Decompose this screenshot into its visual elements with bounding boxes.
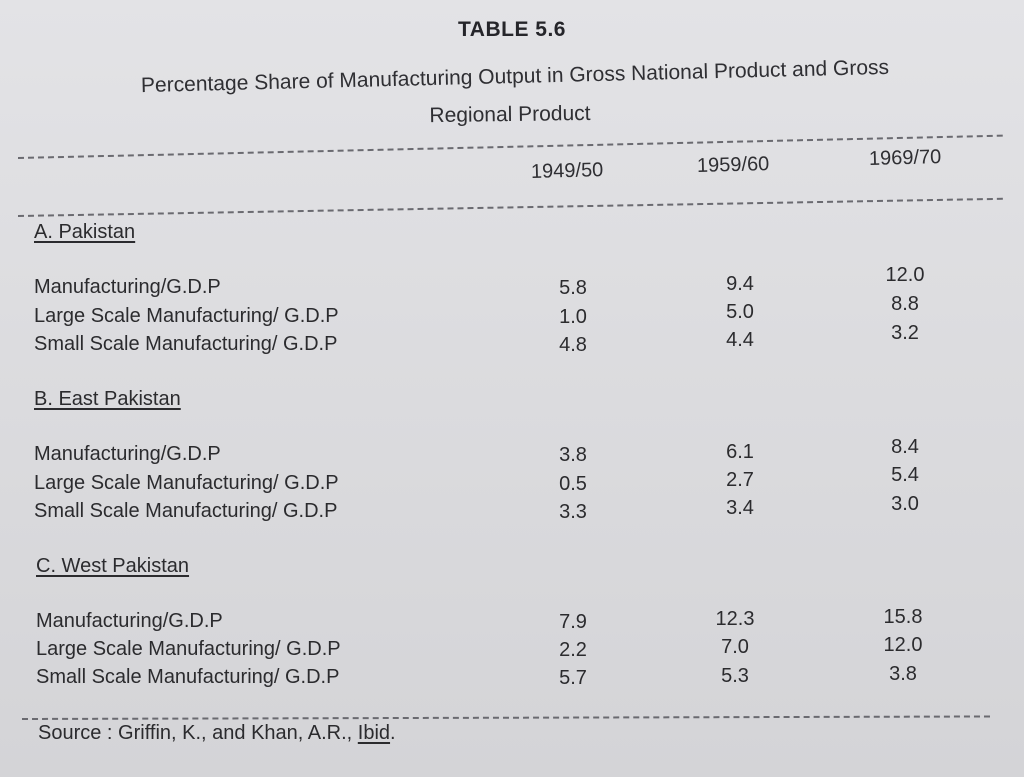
table-number: TABLE 5.6 xyxy=(458,18,566,41)
table-cell: 4.4 xyxy=(726,329,754,351)
table-cell: 6.1 xyxy=(726,441,754,463)
row-label: Small Scale Manufacturing/ G.D.P xyxy=(34,333,338,355)
table-cell: 5.3 xyxy=(721,665,749,687)
row-label: Small Scale Manufacturing/ G.D.P xyxy=(36,666,340,688)
row-label: Manufacturing/G.D.P xyxy=(36,610,223,632)
column-header-1949-50: 1949/50 xyxy=(530,159,604,183)
table-cell: 5.4 xyxy=(891,464,919,486)
table-cell: 3.4 xyxy=(726,497,754,519)
table-cell: 3.8 xyxy=(889,663,917,685)
footer-rule xyxy=(21,715,990,720)
table-cell: 5.8 xyxy=(559,277,587,299)
table-title-line-2: Regional Product xyxy=(429,101,591,128)
row-label: Large Scale Manufacturing/ G.D.P xyxy=(34,305,339,327)
row-label: Large Scale Manufacturing/ G.D.P xyxy=(34,472,339,494)
section-title-pakistan: A. Pakistan xyxy=(34,221,136,243)
table-cell: 5.7 xyxy=(559,667,587,689)
table-cell: 2.7 xyxy=(726,469,754,491)
table-cell: 8.4 xyxy=(891,436,919,458)
table-cell: 3.0 xyxy=(891,493,919,515)
table-cell: 8.8 xyxy=(891,293,919,315)
table-cell: 3.3 xyxy=(559,501,587,523)
column-header-1959-60: 1959/60 xyxy=(696,153,770,177)
row-label: Manufacturing/G.D.P xyxy=(34,276,221,298)
row-label: Large Scale Manufacturing/ G.D.P xyxy=(36,638,341,660)
source-suffix: . xyxy=(390,722,396,744)
table-cell: 4.8 xyxy=(559,334,587,356)
header-bottom-rule xyxy=(17,197,1003,217)
source-text: Source : Griffin, K., and Khan, A.R., xyxy=(38,722,358,744)
section-title-east-pakistan: B. East Pakistan xyxy=(34,388,181,410)
header-top-rule xyxy=(17,134,1003,159)
table-cell: 15.8 xyxy=(883,606,923,628)
row-label: Manufacturing/G.D.P xyxy=(34,443,221,465)
source-note: Source : Griffin, K., and Khan, A.R., Ib… xyxy=(38,722,396,745)
table-cell: 1.0 xyxy=(559,306,587,328)
section-title-west-pakistan: C. West Pakistan xyxy=(36,555,190,577)
table-cell: 7.0 xyxy=(721,636,749,658)
source-ibid: Ibid xyxy=(357,722,391,744)
column-header-1969-70: 1969/70 xyxy=(868,146,942,170)
table-cell: 12.3 xyxy=(715,608,755,630)
table-cell: 3.8 xyxy=(559,444,587,466)
table-title-line-1: Percentage Share of Manufacturing Output… xyxy=(140,55,890,98)
table-cell: 12.0 xyxy=(883,634,923,656)
table-cell: 3.2 xyxy=(891,322,919,344)
table-cell: 5.0 xyxy=(726,301,754,323)
table-cell: 9.4 xyxy=(726,273,754,295)
row-label: Small Scale Manufacturing/ G.D.P xyxy=(34,500,338,522)
table-cell: 0.5 xyxy=(559,473,587,495)
table-cell: 2.2 xyxy=(559,639,587,661)
table-cell: 12.0 xyxy=(885,264,925,286)
table-cell: 7.9 xyxy=(559,611,587,633)
